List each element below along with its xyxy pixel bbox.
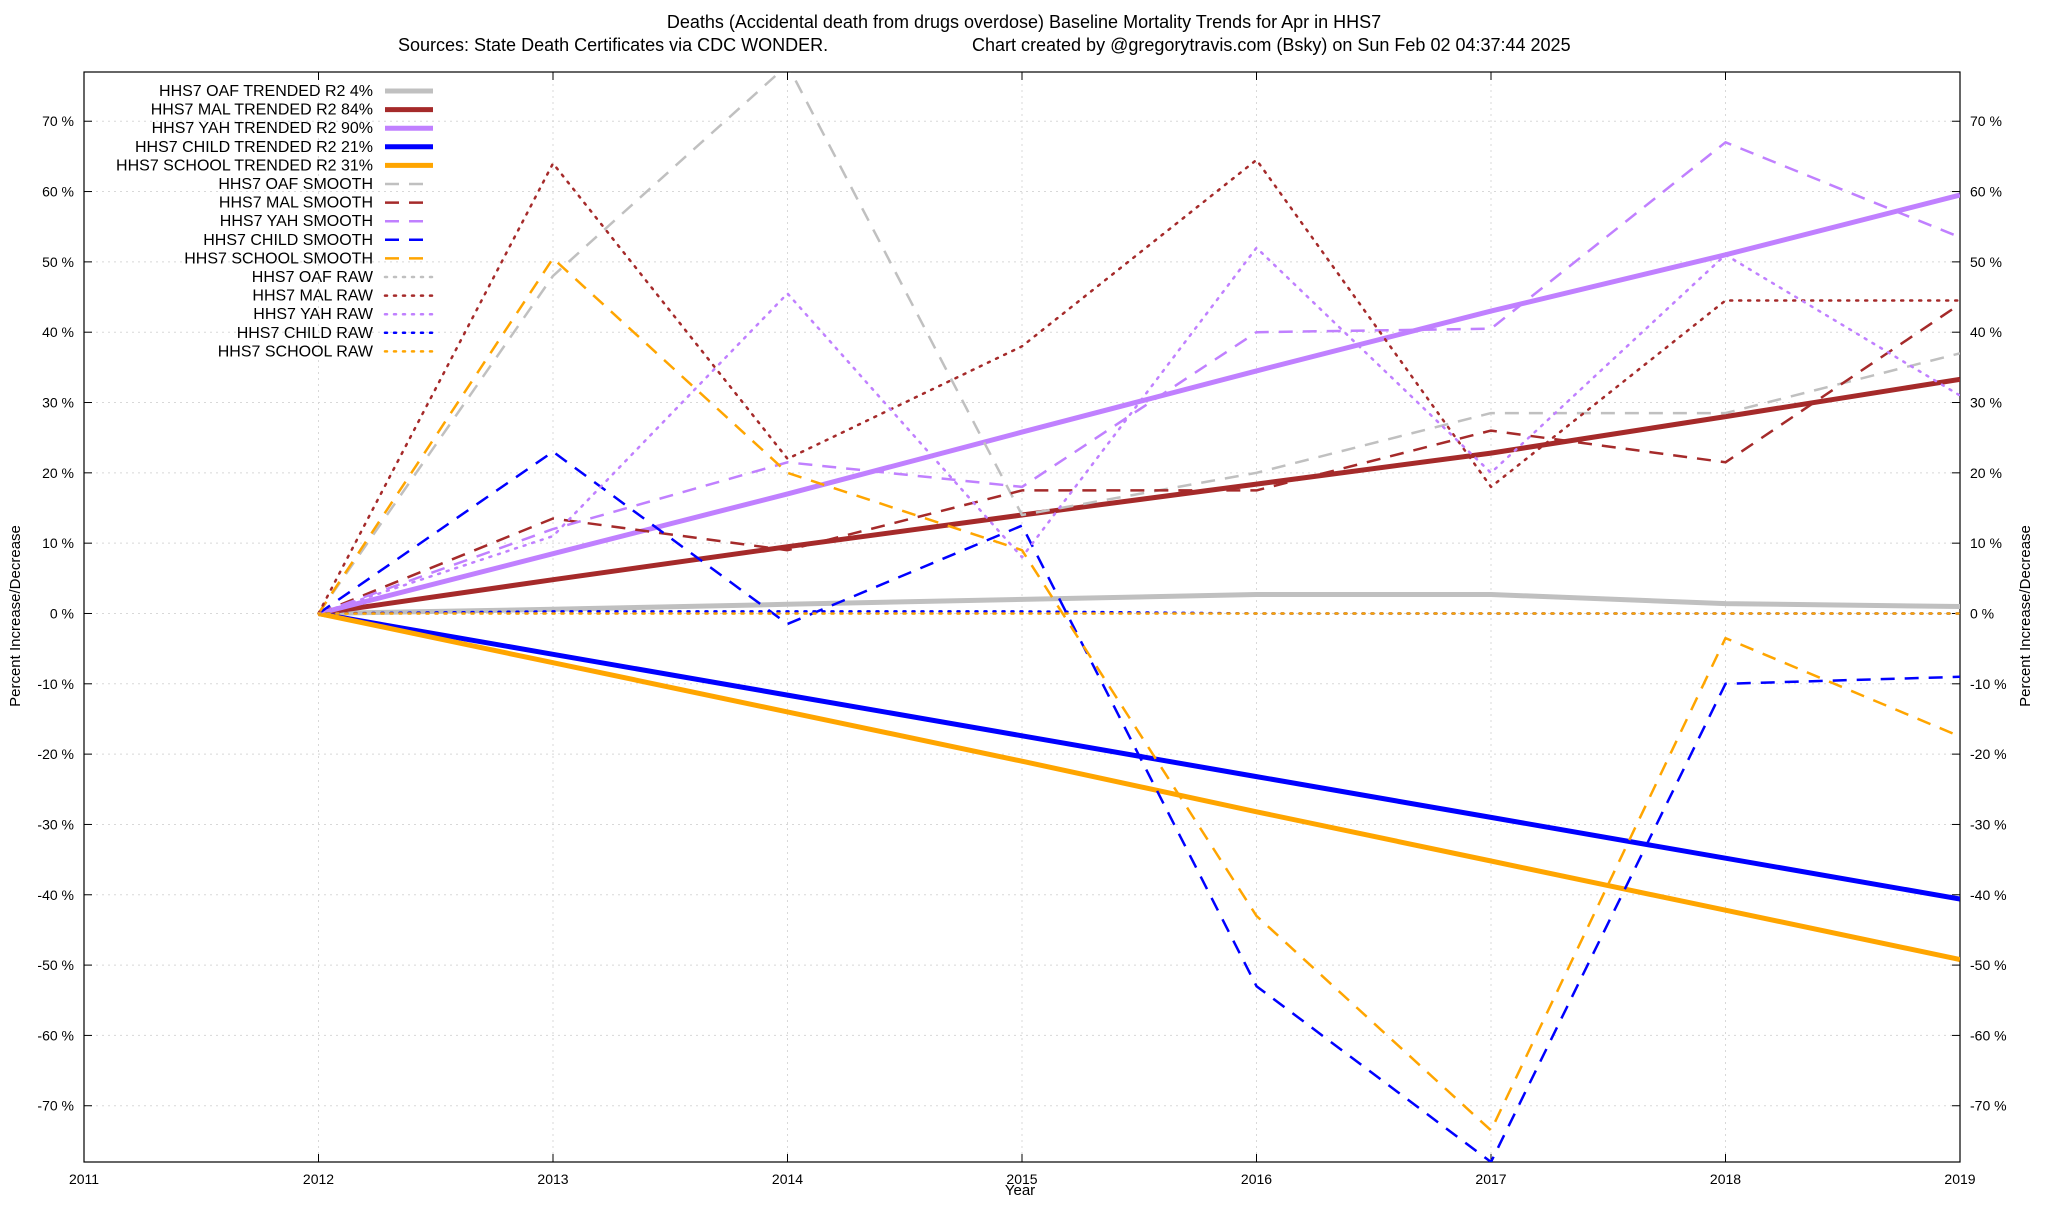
y2-tick-label: 0 %: [1970, 605, 1994, 621]
x-tick-label: 2016: [1241, 1171, 1272, 1187]
legend-label-13: HHS7 CHILD RAW: [237, 325, 374, 342]
chart-sources-text: Sources: State Death Certificates via CD…: [398, 35, 828, 55]
y-tick-label: 70 %: [42, 113, 74, 129]
chart-title-line1: Deaths (Accidental death from drugs over…: [667, 12, 1381, 32]
series-line-1: [318, 376, 1960, 616]
series-line-4: [317, 611, 1960, 962]
legend-label-7: HHS7 YAH SMOOTH: [220, 213, 373, 230]
series-line-12: [317, 246, 1960, 615]
y-tick-label: 40 %: [42, 324, 74, 340]
y2-tick-label: 60 %: [1970, 184, 2002, 200]
series-line-0: [318, 592, 1960, 616]
axes-layer: 2011 2012 2013 2014 2015 2016 2017 2018 2019 -70 …: [37, 71, 2007, 1187]
x-tick-label: 2011: [69, 1171, 99, 1187]
y2-tick-label: -70 %: [1970, 1098, 2007, 1114]
legend-layer: HHS7 OAF TRENDED R2 4% HHS7 MAL TRENDED R…: [116, 83, 435, 360]
y2-tick-label: -50 %: [1970, 957, 2007, 973]
y-tick-label: -40 %: [37, 887, 74, 903]
legend-label-2: HHS7 YAH TRENDED R2 90%: [152, 120, 373, 137]
x-tick-label: 2012: [303, 1171, 334, 1187]
y2-tick-label: -40 %: [1970, 887, 2007, 903]
y2-tick-label: 30 %: [1970, 395, 2002, 411]
grid-layer: [83, 72, 1961, 1162]
y-tick-label: -70 %: [37, 1098, 74, 1114]
x-tick-label: 2013: [537, 1171, 568, 1187]
x-tick-label: 2019: [1944, 1171, 1975, 1187]
legend-label-9: HHS7 SCHOOL SMOOTH: [184, 250, 373, 267]
x-tick-label: 2015: [1006, 1171, 1037, 1187]
series-line-8: [317, 450, 1960, 1162]
y-tick-label: -20 %: [37, 746, 74, 762]
series-layer: [317, 72, 1960, 1162]
legend-label-4: HHS7 SCHOOL TRENDED R2 31%: [116, 157, 373, 174]
y-tick-label: 20 %: [42, 465, 74, 481]
legend-label-11: HHS7 MAL RAW: [252, 288, 374, 305]
series-line-2: [317, 192, 1960, 616]
x-tick-label: 2017: [1475, 1171, 1506, 1187]
y-tick-label: 10 %: [42, 535, 74, 551]
legend-label-8: HHS7 CHILD SMOOTH: [203, 232, 373, 249]
y-tick-label: 50 %: [42, 254, 74, 270]
legend-label-14: HHS7 SCHOOL RAW: [218, 343, 374, 360]
y-axis-label: Percent Increase/Decrease: [7, 525, 24, 707]
y-tick-label: 60 %: [42, 184, 74, 200]
series-line-5: [317, 72, 1960, 615]
x-tick-label: 2018: [1710, 1171, 1741, 1187]
legend-label-5: HHS7 OAF SMOOTH: [218, 176, 373, 193]
legend-label-3: HHS7 CHILD TRENDED R2 21%: [135, 139, 373, 156]
y2-tick-label: 40 %: [1970, 324, 2002, 340]
y-tick-label: -10 %: [37, 676, 74, 692]
y2-tick-label: 70 %: [1970, 113, 2002, 129]
legend-label-0: HHS7 OAF TRENDED R2 4%: [159, 83, 373, 100]
y-tick-label: 30 %: [42, 395, 74, 411]
y2-axis-label: Percent Increase/Decrease: [2017, 525, 2034, 707]
y2-tick-label: -20 %: [1970, 746, 2007, 762]
y2-tick-label: 50 %: [1970, 254, 2002, 270]
series-line-6: [318, 303, 1960, 615]
series-line-7: [318, 141, 1960, 615]
y2-tick-label: -10 %: [1970, 676, 2007, 692]
y2-tick-label: 20 %: [1970, 465, 2002, 481]
series-line-11: [317, 158, 1960, 615]
y2-tick-label: -30 %: [1970, 816, 2007, 832]
legend-label-12: HHS7 YAH RAW: [253, 306, 374, 323]
y-tick-label: 0 %: [50, 605, 74, 621]
y2-tick-label: -60 %: [1970, 1027, 2007, 1043]
legend-label-1: HHS7 MAL TRENDED R2 84%: [151, 102, 373, 119]
y2-tick-label: 10 %: [1970, 535, 2002, 551]
series-line-9: [317, 257, 1960, 1132]
x-axis-label: Year: [1005, 1182, 1035, 1199]
y-tick-label: -60 %: [37, 1027, 74, 1043]
legend-label-6: HHS7 MAL SMOOTH: [219, 195, 373, 212]
y-tick-label: -50 %: [37, 957, 74, 973]
chart-credit-text: Chart created by @gregorytravis.com (Bsk…: [972, 35, 1571, 55]
legend-label-10: HHS7 OAF RAW: [252, 269, 374, 286]
x-tick-label: 2014: [772, 1171, 803, 1187]
y-tick-label: -30 %: [37, 816, 74, 832]
